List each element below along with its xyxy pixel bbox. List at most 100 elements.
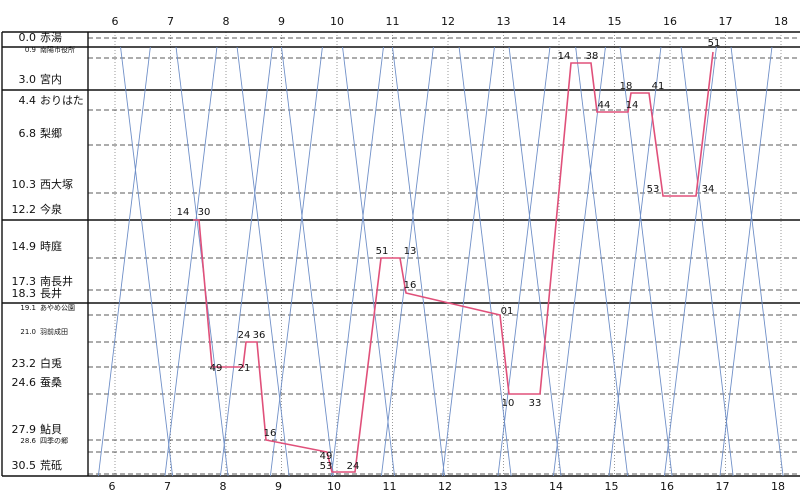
train-lines: [97, 46, 784, 477]
grid: [1, 31, 800, 477]
up-train: [380, 46, 434, 477]
hour-label-top: 10: [330, 15, 344, 28]
station-name: 長井: [40, 286, 62, 300]
station-name: 南長井: [40, 274, 73, 288]
station-name: 今泉: [40, 202, 62, 216]
station-km: 4.4: [19, 94, 37, 107]
hour-label-bottom: 11: [383, 480, 397, 493]
minute-label: 36: [253, 330, 266, 341]
hour-label-bottom: 16: [660, 480, 674, 493]
station-name: 蚕桑: [40, 376, 62, 389]
down-train: [342, 46, 395, 477]
minute-label: 13: [404, 246, 417, 257]
hour-label-top: 18: [774, 15, 788, 28]
hour-label-top: 15: [608, 15, 622, 28]
station-name: 赤湯: [40, 31, 62, 44]
labels: 6 7 8 9 10 11 12 13 14 15 16 17 18 6 7 8 9 10 11 12 13 14 15 16…: [12, 15, 789, 493]
down-train: [392, 46, 445, 477]
station-km: 0.0: [19, 31, 37, 44]
station-km: 19.1: [20, 304, 36, 312]
hour-label-bottom: 13: [494, 480, 508, 493]
station-km: 27.9: [12, 423, 37, 436]
down-train: [458, 46, 512, 477]
station-km: 28.6: [20, 437, 36, 445]
minute-label: 24: [238, 330, 251, 341]
hour-label-top: 17: [719, 15, 733, 28]
hour-label-top: 6: [112, 15, 119, 28]
hour-label-top: 13: [497, 15, 511, 28]
up-train: [97, 46, 151, 477]
minute-label: 16: [264, 428, 277, 439]
minute-label: 24: [347, 461, 360, 472]
station-km: 3.0: [19, 73, 37, 86]
up-train: [164, 46, 218, 477]
hour-label-top: 9: [278, 15, 285, 28]
up-train: [719, 46, 773, 477]
down-train: [281, 46, 334, 477]
station-name: おりはた: [40, 94, 84, 107]
hour-label-bottom: 7: [164, 480, 171, 493]
minute-label: 16: [404, 280, 417, 291]
station-km: 6.8: [19, 127, 37, 140]
highlighted-train: [193, 51, 714, 473]
station-km: 18.3: [12, 287, 37, 300]
minute-label: 21: [238, 363, 251, 374]
up-train: [220, 46, 273, 477]
minute-label: 49: [320, 451, 333, 462]
station-name: 宮内: [40, 72, 62, 86]
station-name: 羽前成田: [40, 327, 68, 336]
station-km: 30.5: [12, 459, 37, 472]
hour-label-bottom: 18: [771, 480, 785, 493]
hour-label-top: 12: [441, 15, 455, 28]
up-train: [664, 46, 717, 477]
up-train: [442, 46, 495, 477]
minute-label: 18: [620, 81, 633, 92]
station-km: 23.2: [12, 357, 37, 370]
hour-label-bottom: 14: [549, 480, 563, 493]
minute-label: 30: [198, 207, 211, 218]
minute-label: 51: [376, 246, 389, 257]
station-name: 白兎: [40, 356, 62, 370]
hour-label-bottom: 17: [716, 480, 730, 493]
hour-label-bottom: 6: [109, 480, 116, 493]
hour-label-bottom: 15: [605, 480, 619, 493]
station-km: 21.0: [20, 328, 36, 336]
down-train: [508, 46, 562, 477]
minute-label: 44: [598, 100, 611, 111]
station-km: 17.3: [12, 275, 37, 288]
down-train: [619, 46, 673, 477]
hour-label-top: 11: [386, 15, 400, 28]
minute-label: 14: [558, 51, 571, 62]
minute-label: 33: [529, 398, 542, 409]
hour-label-top: 7: [167, 15, 174, 28]
down-train: [575, 46, 629, 477]
minute-label: 10: [502, 398, 515, 409]
hour-label-bottom: 12: [438, 480, 452, 493]
minute-label: 14: [177, 207, 190, 218]
minute-label: 38: [586, 51, 599, 62]
hour-label-top: 8: [223, 15, 230, 28]
minute-label: 53: [647, 184, 660, 195]
station-km: 12.2: [12, 203, 37, 216]
station-km: 24.6: [12, 376, 37, 389]
minute-label: 14: [626, 100, 639, 111]
down-train: [680, 46, 734, 477]
hour-label-bottom: 9: [275, 480, 282, 493]
station-km: 14.9: [12, 240, 37, 253]
minute-label: 49: [210, 363, 223, 374]
station-name: 四季の郷: [40, 436, 68, 445]
station-name: 時庭: [40, 239, 62, 253]
down-train: [120, 46, 173, 477]
minute-label: 34: [702, 184, 715, 195]
up-train: [553, 46, 606, 477]
station-km: 10.3: [12, 178, 37, 191]
station-name: 南陽市役所: [40, 45, 75, 54]
minute-label: 51: [708, 38, 721, 49]
up-train: [269, 46, 323, 477]
hour-label-top: 14: [552, 15, 566, 28]
minute-label: 53: [320, 461, 333, 472]
up-train: [497, 46, 551, 477]
down-train: [236, 46, 290, 477]
